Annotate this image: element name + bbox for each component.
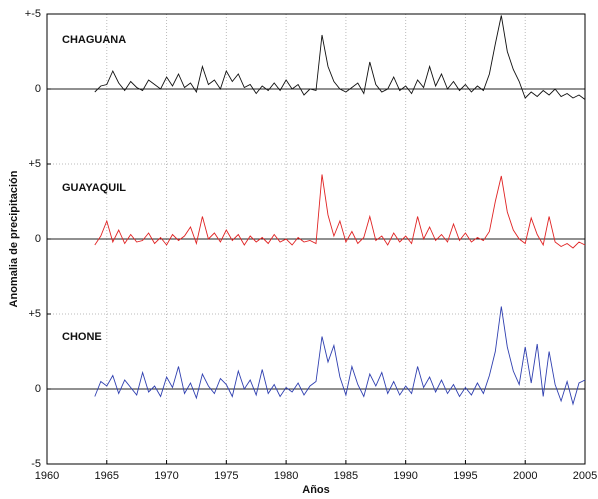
series-line [94,174,586,249]
x-tick-label: 1990 [393,470,417,482]
series-label: CHAGUANA [62,34,126,46]
x-tick-label: 1980 [274,470,298,482]
x-tick-label: 1970 [154,470,178,482]
x-tick-label: 2000 [513,470,537,482]
y-tick-label: -5 [31,458,41,470]
series-line [94,306,586,406]
x-axis-title: Años [302,484,330,496]
x-tick-label: 1975 [214,470,238,482]
y-tick-label: 0 [35,83,41,95]
y-tick-label: 0 [35,383,41,395]
y-tick-label: +5 [28,158,41,170]
series-label: CHONE [62,331,102,343]
x-tick-label: 1965 [95,470,119,482]
y-tick-label: +-5 [25,8,41,20]
y-axis-title: Anomalia de precipitación [8,170,20,307]
series-line [94,15,586,100]
plot-frame [46,13,586,465]
y-tick-label: 0 [35,233,41,245]
x-tick-label: 2005 [573,470,597,482]
x-tick-label: 1960 [35,470,59,482]
series-label: GUAYAQUIL [62,182,126,194]
y-tick-label: +5 [28,308,41,320]
x-tick-label: 1985 [334,470,358,482]
x-tick-label: 1995 [453,470,477,482]
